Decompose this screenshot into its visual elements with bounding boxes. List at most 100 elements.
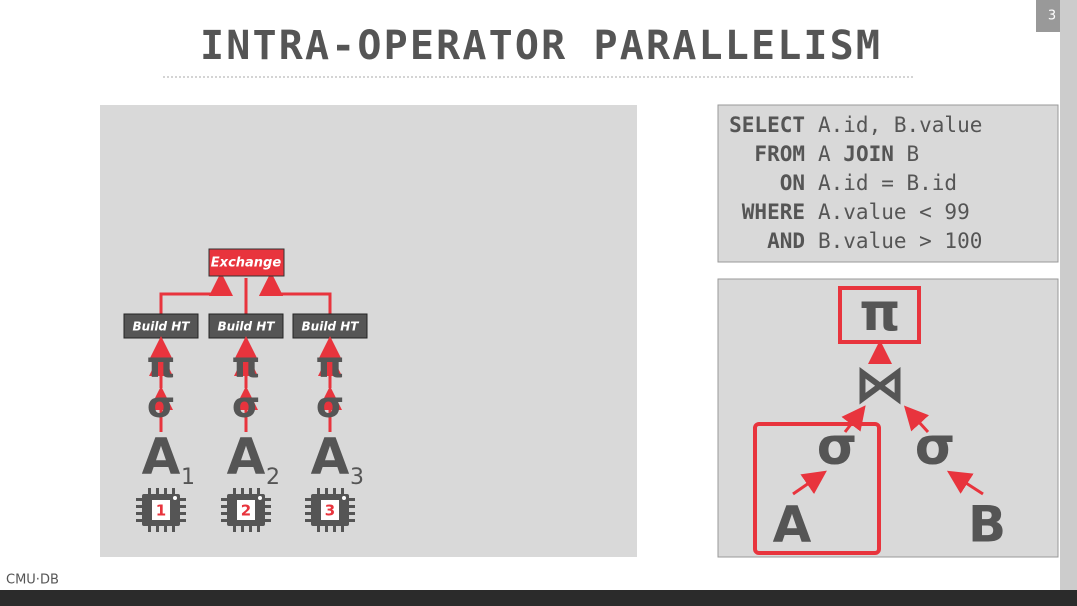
pin — [249, 488, 252, 494]
pin — [164, 526, 167, 532]
pin — [148, 488, 151, 494]
pin — [221, 505, 227, 508]
sql-keyword: FROM — [754, 142, 805, 166]
sql-keyword: SELECT — [729, 113, 805, 137]
pin — [333, 488, 336, 494]
selection: σ — [915, 417, 956, 477]
sql-text: A — [818, 142, 831, 166]
partition: 3 — [350, 465, 364, 490]
pin — [148, 526, 151, 532]
sql-text: A.id = B.id — [818, 171, 957, 195]
selection: σ — [316, 385, 344, 426]
partition: 2 — [266, 465, 280, 490]
pin — [341, 488, 344, 494]
partition-box — [753, 422, 881, 555]
table: A — [311, 428, 350, 486]
sql-text: A.value < 99 — [818, 200, 970, 224]
selection: σ — [817, 417, 858, 477]
core-label: 1 — [156, 502, 166, 520]
pin — [305, 512, 311, 515]
pin — [349, 512, 355, 515]
pin — [241, 488, 244, 494]
pin — [136, 519, 142, 522]
cpu-icon: 3 — [305, 488, 355, 532]
query-panel — [717, 104, 1059, 263]
cpu-core — [321, 500, 339, 520]
sql-keyword: WHERE — [742, 200, 805, 224]
sql-text: B — [907, 142, 920, 166]
pin — [305, 498, 311, 501]
edge — [841, 405, 866, 433]
pin — [333, 526, 336, 532]
projection: π — [147, 345, 175, 386]
bottom-bar — [0, 590, 1077, 606]
build-box — [208, 313, 284, 339]
build-label: Build HT — [302, 320, 360, 334]
build-box — [292, 313, 368, 339]
projection: π — [859, 283, 900, 343]
pin — [180, 512, 186, 515]
sql-text: A.id, B.value — [818, 113, 982, 137]
query: SELECT A.id, B.value FROM A JOIN B ON A.id = B.… — [729, 113, 982, 253]
sql-keyword: AND — [767, 229, 805, 253]
pin — [265, 505, 271, 508]
edge — [903, 405, 930, 434]
edge — [946, 470, 984, 496]
pin — [221, 498, 227, 501]
pin — [317, 488, 320, 494]
pin — [265, 512, 271, 515]
pin — [156, 488, 159, 494]
edge — [1060, 0, 1077, 606]
pin — [221, 512, 227, 515]
cpu-core — [152, 500, 170, 520]
table: A — [773, 496, 812, 554]
pin — [325, 488, 328, 494]
pin — [221, 519, 227, 522]
selection: σ — [232, 385, 260, 426]
cpu-dot — [173, 496, 177, 500]
pin — [265, 498, 271, 501]
footer: CMU·DB — [6, 573, 59, 588]
table: A — [142, 428, 181, 486]
page-number: 3 — [1048, 9, 1056, 24]
sql-text: B.value > 100 — [818, 229, 982, 253]
page-tab — [1036, 0, 1060, 32]
pin — [156, 526, 159, 532]
pin — [241, 526, 244, 532]
pin — [305, 505, 311, 508]
pin — [180, 519, 186, 522]
pin — [265, 519, 271, 522]
build-label: Build HT — [133, 320, 191, 334]
pin — [233, 488, 236, 494]
cpu-icon: 1 — [136, 488, 186, 532]
tree: π ⋈ σ σ A B — [753, 283, 1006, 555]
pin — [249, 526, 252, 532]
sql-keyword: ON — [780, 171, 805, 195]
tree-panel — [717, 278, 1059, 558]
cpu-dot — [258, 496, 262, 500]
pin — [305, 519, 311, 522]
join: ⋈ — [854, 355, 906, 415]
pin — [233, 526, 236, 532]
pin — [172, 526, 175, 532]
selection: σ — [147, 385, 175, 426]
cpu-icon: 2 — [221, 488, 271, 532]
partition: 1 — [181, 465, 195, 490]
core-label: 2 — [241, 502, 251, 520]
pin — [341, 526, 344, 532]
build-box — [123, 313, 199, 339]
projection: π — [232, 345, 260, 386]
projection: π — [316, 345, 344, 386]
pin — [257, 526, 260, 532]
pin — [136, 512, 142, 515]
pin — [136, 498, 142, 501]
pin — [349, 498, 355, 501]
cpu-core — [237, 500, 255, 520]
sql-keyword: JOIN — [843, 142, 894, 166]
pin — [180, 505, 186, 508]
pin — [325, 526, 328, 532]
exchange-label: Exchange — [211, 256, 282, 271]
